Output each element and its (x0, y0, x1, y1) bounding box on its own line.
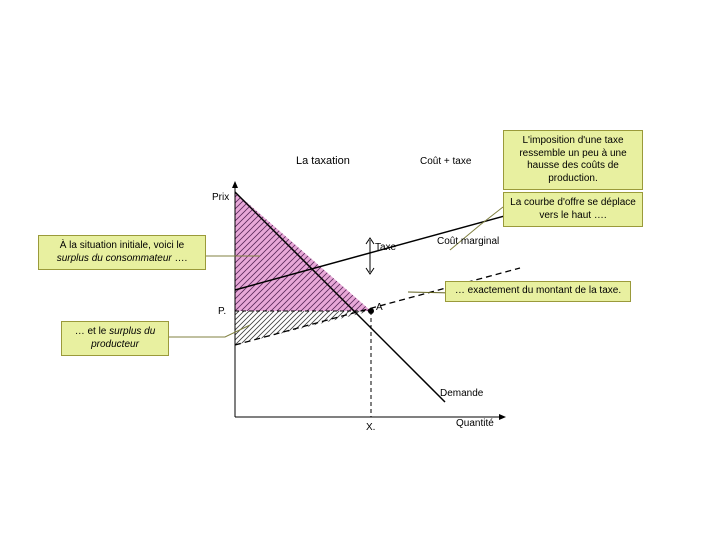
x-axis-label: Quantité (456, 418, 494, 429)
y-axis-label: Prix (212, 192, 229, 203)
supply-original-label: Coût marginal (437, 236, 499, 247)
diagram-svg (0, 0, 720, 540)
demand-label: Demande (440, 388, 483, 399)
x-tick-label: X. (366, 422, 375, 433)
callout-imposition: L'imposition d'une taxe ressemble un peu… (503, 130, 643, 190)
equilibrium-point (368, 308, 374, 314)
supply-shifted-label: Coût + taxe (420, 156, 471, 167)
callout-courbe: La courbe d'offre se déplace vers le hau… (503, 192, 643, 227)
equilibrium-label: A (376, 302, 383, 313)
surplus-prod-text: … et le surplus du producteur (75, 326, 156, 350)
callout-surplus-conso: À la situation initiale, voici le surplu… (38, 235, 206, 270)
tax-label: Taxe (375, 242, 396, 253)
callout-surplus-prod: … et le surplus du producteur (61, 321, 169, 356)
surplus-conso-text: À la situation initiale, voici le surplu… (57, 240, 188, 264)
callout-exactement: … exactement du montant de la taxe. (445, 281, 631, 302)
title-label: La taxation (296, 155, 350, 167)
p-tick-label: P. (218, 306, 226, 317)
